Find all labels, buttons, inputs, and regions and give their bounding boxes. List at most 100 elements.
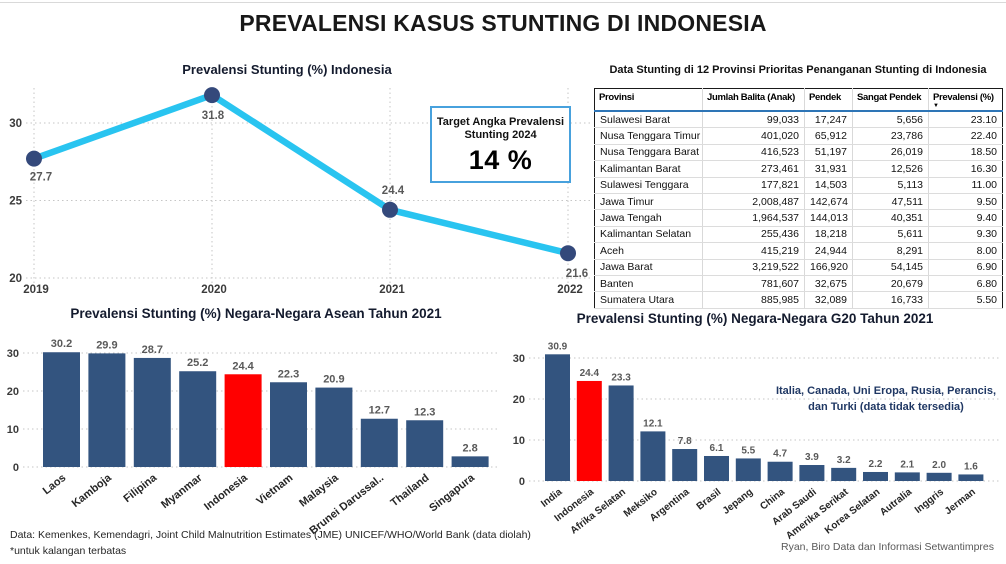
bar-kamboja (88, 353, 126, 467)
bar-category-label: Afrika Selatan (569, 487, 628, 537)
x-axis-label: 2021 (379, 284, 405, 296)
bar-china (767, 461, 793, 481)
bar-value-label: 12.7 (369, 405, 390, 417)
province-name-cell: Nusa Tenggara Timur (594, 127, 703, 145)
value-cell: 6.80 (928, 275, 1003, 293)
value-cell: 31,931 (804, 160, 853, 178)
x-axis-label: 2020 (201, 284, 227, 296)
value-cell: 401,020 (702, 127, 805, 145)
g20-note-line1: Italia, Canada, Uni Eropa, Rusia, Peranc… (775, 385, 997, 397)
value-cell: 18,218 (804, 226, 853, 244)
province-stunting-table: Provinsi Jumlah Balita (Anak) Pendek Sangat… (594, 88, 1003, 309)
data-point-2022 (560, 245, 576, 262)
bar-vietnam (270, 382, 307, 467)
province-name-cell: Sulawesi Barat (594, 111, 703, 129)
line-chart: 20 25 30 2019 2020 2021 2022 27.7 31.8 24.4 21.6 (9, 87, 590, 296)
y-tick-label: 10 (513, 435, 525, 447)
value-cell: 9.50 (928, 193, 1003, 211)
table-row: Sumatera Utara 885,985 32,089 16,733 5.50 (594, 291, 1003, 309)
data-point-2021 (382, 201, 398, 218)
y-tick-label: 20 (9, 273, 22, 285)
target-value: 14 % (468, 145, 533, 175)
y-tick-label: 0 (13, 462, 19, 474)
value-cell: 8,291 (852, 242, 929, 260)
value-cell: 32,089 (804, 291, 853, 309)
y-tick-label: 0 (519, 476, 525, 488)
value-cell: 16,733 (852, 291, 929, 309)
table-row: Jawa Barat 3,219,522 166,920 54,145 6.90 (594, 259, 1003, 276)
value-cell: 2,008,487 (702, 193, 805, 211)
bar-value-label: 22.3 (278, 368, 299, 380)
bar-value-label: 24.4 (232, 360, 254, 372)
g20-missing-data-note: Italia, Canada, Uni Eropa, Rusia, Peranc… (772, 383, 1000, 415)
value-cell: 32,675 (804, 275, 853, 293)
data-source-note: Data: Kemenkes, Kemendagri, Joint Child … (10, 529, 531, 541)
bar-brunei-darussal (360, 418, 398, 467)
province-name-cell: Banten (594, 275, 703, 293)
table-header-row: Provinsi Jumlah Balita (Anak) Pendek Sangat… (594, 88, 1003, 112)
table-header: Provinsi Jumlah Balita (Anak) Pendek Sangat… (594, 88, 1003, 112)
table-row: Banten 781,607 32,675 20,679 6.80 (594, 275, 1003, 293)
bar-category-label: India (539, 486, 565, 509)
bar-value-label: 5.5 (741, 445, 755, 456)
bar-category-label: Thailand (389, 472, 432, 509)
value-cell: 415,219 (702, 242, 805, 260)
value-cell: 17,247 (804, 111, 853, 129)
bar-korea-selatan (863, 471, 888, 481)
bar-autralia (894, 472, 920, 481)
sort-descending-icon[interactable]: ▼ (933, 103, 939, 109)
asean-chart-title: Prevalensi Stunting (%) Negara-Negara As… (70, 306, 442, 321)
column-header-sangat-pendek[interactable]: Sangat Pendek (852, 88, 929, 112)
author-credit: Ryan, Biro Data dan Informasi Setwantimp… (780, 541, 994, 553)
column-header-pendek[interactable]: Pendek (804, 88, 853, 112)
y-tick-label: 25 (9, 196, 22, 208)
province-name-cell: Sulawesi Tenggara (594, 177, 703, 194)
bar-singapura (451, 456, 489, 467)
bar-malaysia (315, 387, 353, 467)
bar-category-label: Autralia (878, 486, 914, 518)
data-point-label: 27.7 (30, 172, 52, 184)
column-header-prevalensi[interactable]: Prevalensi (%) ▼ (928, 88, 1003, 112)
table-row: Nusa Tenggara Barat 416,523 51,197 26,019 18… (594, 144, 1003, 162)
value-cell: 6.90 (928, 259, 1003, 276)
value-cell: 40,351 (852, 209, 929, 227)
column-header-jumlah-balita-anak[interactable]: Jumlah Balita (Anak) (702, 88, 805, 112)
bar-category-label: Inggris (913, 486, 946, 515)
page-title: PREVALENSI KASUS STUNTING DI INDONESIA (239, 10, 767, 36)
value-cell: 14,503 (804, 177, 853, 194)
bar-value-label: 12.3 (414, 406, 435, 418)
target-label-line1: Target Angka Prevalensi (436, 116, 565, 128)
restricted-distribution-note: *untuk kalangan terbatas (10, 545, 127, 557)
bar-value-label: 30.9 (548, 341, 568, 352)
province-name-cell: Kalimantan Barat (594, 160, 703, 178)
bar-category-label: Jerman (943, 487, 978, 518)
province-name-cell: Nusa Tenggara Barat (594, 144, 703, 162)
data-point-label: 31.8 (202, 110, 225, 122)
bar-value-label: 20.9 (323, 374, 344, 386)
column-header-provinsi[interactable]: Provinsi (594, 88, 703, 112)
value-cell: 5,113 (852, 177, 929, 194)
bar-value-label: 2.8 (462, 442, 477, 454)
x-axis-label: 2019 (23, 284, 49, 296)
province-name-cell: Sumatera Utara (594, 291, 703, 309)
value-cell: 23.10 (928, 111, 1003, 129)
province-name-cell: Aceh (594, 242, 703, 260)
x-axis-label: 2022 (557, 284, 583, 296)
bar-value-label: 24.4 (580, 368, 600, 379)
bar-value-label: 12.1 (643, 418, 663, 429)
bar-category-label: Vietnam (254, 472, 295, 508)
bar-category-label: Indonesia (202, 471, 251, 513)
bar-thailand (406, 420, 444, 467)
bar-indonesia (576, 380, 602, 481)
value-cell: 23,786 (852, 127, 929, 145)
y-tick-label: 30 (7, 348, 19, 360)
value-cell: 16.30 (928, 160, 1003, 178)
bar-value-label: 25.2 (187, 357, 208, 369)
value-cell: 24,944 (804, 242, 853, 260)
bar-meksiko (640, 431, 666, 481)
top-border-rule (0, 2, 1006, 3)
table-row: Nusa Tenggara Timur 401,020 65,912 23,786 22… (594, 127, 1003, 145)
province-name-cell: Jawa Timur (594, 193, 703, 211)
value-cell: 99,033 (702, 111, 805, 129)
y-tick-label: 30 (513, 353, 525, 365)
